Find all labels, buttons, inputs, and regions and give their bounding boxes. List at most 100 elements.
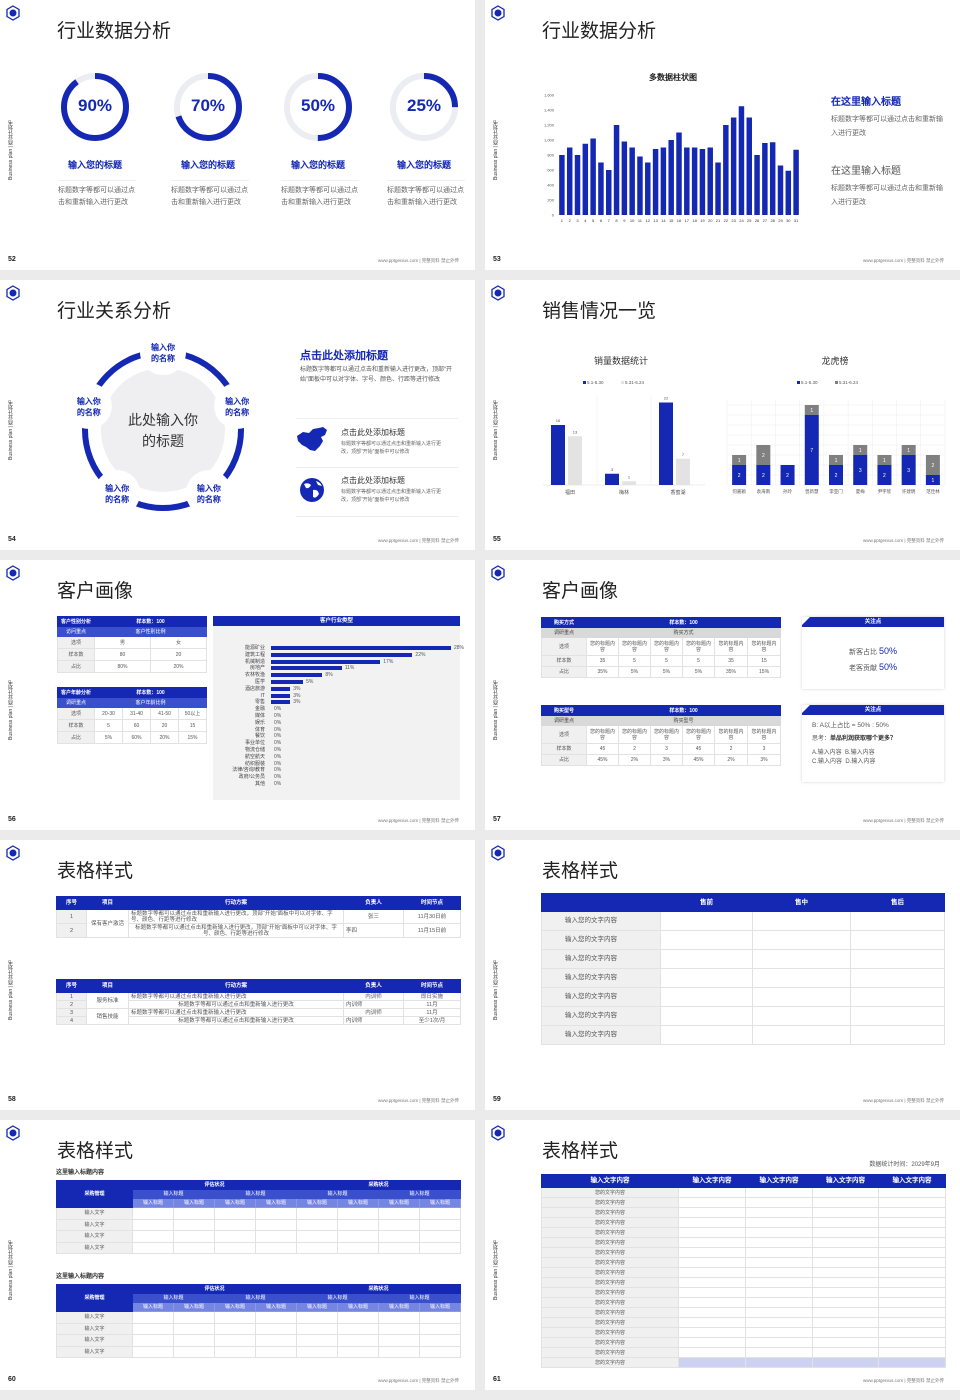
data-label: 7: [810, 448, 813, 454]
x-tick-label: 2: [569, 218, 572, 223]
value-label: 0%: [274, 726, 282, 733]
table-cell: 2: [714, 743, 748, 755]
table-cell: [296, 1207, 339, 1220]
table-row: 售前 售中 售后: [541, 893, 945, 912]
table-cell: [678, 1357, 746, 1368]
bar: [622, 481, 636, 485]
side-text: Business plan | 商业计划书: [493, 679, 499, 740]
table-cell: [850, 1006, 945, 1026]
bar: [271, 686, 291, 691]
x-tick-label: 8: [615, 218, 618, 223]
data-label: 13: [573, 429, 578, 434]
bar: [707, 147, 713, 215]
data-label: 1: [835, 458, 838, 464]
x-tick-label: 29: [778, 218, 783, 223]
table-row: 1 服务标准 标题数字等都可以通过点击和重新输入进行更改 内训师 即日实施: [56, 992, 461, 1009]
item-title-2: 点击此处添加标题: [341, 476, 405, 485]
table-cell: 调研重点: [541, 627, 587, 638]
table-cell: [678, 1277, 746, 1288]
category-label: 法律/咨询/教育: [232, 767, 265, 774]
procurement-table-2-wrap: 采购管理 评估状况 采购状况 输入标题 输入标题 输入标题 输入标题 输入标题 输入标题 输入标题…: [56, 1284, 462, 1358]
side-desc-2: 标题数字等都可以通过点击和重新输入进行更改: [831, 185, 943, 206]
table-cell: [419, 1207, 462, 1220]
table-cell: 11月30日前: [403, 909, 461, 924]
table-row: 调研重点 客户年龄比例: [57, 697, 208, 708]
bar: [551, 425, 565, 485]
bar-segment: [804, 405, 819, 415]
page-number: 55: [493, 536, 501, 543]
table-cell: 5: [618, 655, 651, 667]
table-cell: [850, 949, 945, 969]
table-cell: 45: [682, 743, 715, 755]
table-cell: 输入文字: [56, 1345, 133, 1358]
table-row: 输入文字: [56, 1334, 462, 1347]
table-cell: 输入标题: [132, 1189, 215, 1199]
table-cell: [378, 1334, 421, 1347]
data-table: 采购管理 评估状况 采购状况 输入标题 输入标题 输入标题 输入标题 输入标题 输入标题 输入标题…: [56, 1180, 462, 1254]
logo-icon: [6, 285, 20, 301]
table-cell: [678, 1237, 746, 1248]
table-row: 您的文字内容: [541, 1347, 946, 1358]
data-table: 售前 售中 售后 输入您的文字内容 输入您的文字内容 输入您的文字内容 输入您的文字内容 输入…: [541, 893, 945, 1045]
data-label: 3: [859, 468, 862, 474]
table-cell: 输入标题: [132, 1293, 215, 1303]
y-tick-label: 800: [547, 153, 554, 158]
table-cell: [678, 1267, 746, 1278]
table-cell: [745, 1187, 813, 1198]
data-label: 3: [907, 468, 910, 474]
table-cell: [254, 1218, 298, 1231]
x-tick-label: 14: [661, 218, 666, 223]
slide-55: 销量数据统计 龙虎榜 5.1-5.30 5.31-6.24 16 13 福田 3 1 梅林 22…: [485, 280, 960, 550]
table-cell: 服务标准: [86, 992, 129, 1009]
focus-box-1: 关注点 新客占比 50% 老客贡献 50%: [802, 617, 944, 689]
table-cell: [337, 1334, 380, 1347]
table-cell: 11月: [403, 1000, 461, 1009]
divider: [296, 467, 458, 468]
table-cell: [678, 1217, 746, 1228]
bar: [271, 680, 304, 684]
side-text: Business plan | 商业计划书: [493, 399, 499, 460]
table-cell: [132, 1334, 174, 1347]
side-heading-2: 在这里输入标题: [831, 166, 901, 177]
focus-box-header: 关注点: [802, 705, 944, 715]
table-cell: 输入文字内容: [745, 1174, 813, 1188]
table-cell: 您的文字内容: [541, 1337, 679, 1348]
slide-title: 客户画像: [542, 581, 619, 602]
bar: [271, 666, 342, 671]
table-cell: 输入文字: [56, 1311, 133, 1324]
value-label: 8%: [325, 672, 333, 679]
bar: [271, 646, 451, 650]
data-label: 1: [907, 448, 910, 454]
table-cell: 售前: [660, 893, 753, 912]
bar-segment: [925, 455, 940, 475]
divider: [296, 516, 458, 517]
table-cell: [878, 1337, 946, 1348]
ring-desc: 标题数字等都可以通过点击和重新输入进行更改: [171, 180, 249, 209]
block-subtitle-2: 这里输入标题内容: [56, 1274, 105, 1280]
x-tick-label: 20: [708, 218, 713, 223]
ring-desc: 标题数字等都可以通过点击和重新输入进行更改: [387, 180, 465, 209]
table-cell: [878, 1327, 946, 1338]
table-cell: 内训师: [343, 1000, 404, 1009]
table-row: 4 标题数字等都可以通过点击和重新输入进行更改 内训师 至少1次/月: [56, 1016, 461, 1025]
table-cell: [419, 1311, 462, 1324]
table-cell: [678, 1327, 746, 1338]
table-cell: 2%: [618, 754, 651, 766]
table-cell: [745, 1257, 813, 1268]
table-cell: 负责人: [343, 896, 404, 910]
table-cell: 占比: [57, 660, 95, 673]
value-label: 5%: [306, 679, 314, 685]
table-cell: [878, 1197, 946, 1208]
table-row: 占比 80% 20%: [57, 660, 208, 673]
table-cell: 35: [714, 655, 748, 667]
table-cell: [132, 1241, 174, 1254]
table-cell: [812, 1297, 879, 1308]
table-cell: 李四: [343, 923, 404, 938]
slide-title: 表格样式: [542, 1141, 619, 1162]
data-label: 2: [738, 473, 741, 479]
data-label: 1: [859, 448, 862, 454]
cycle-node-label: 输入你的名称: [196, 484, 221, 505]
bar-segment: [853, 455, 868, 485]
table-cell: [812, 1337, 879, 1348]
cycle-node-label: 输入你的名称: [105, 484, 130, 505]
